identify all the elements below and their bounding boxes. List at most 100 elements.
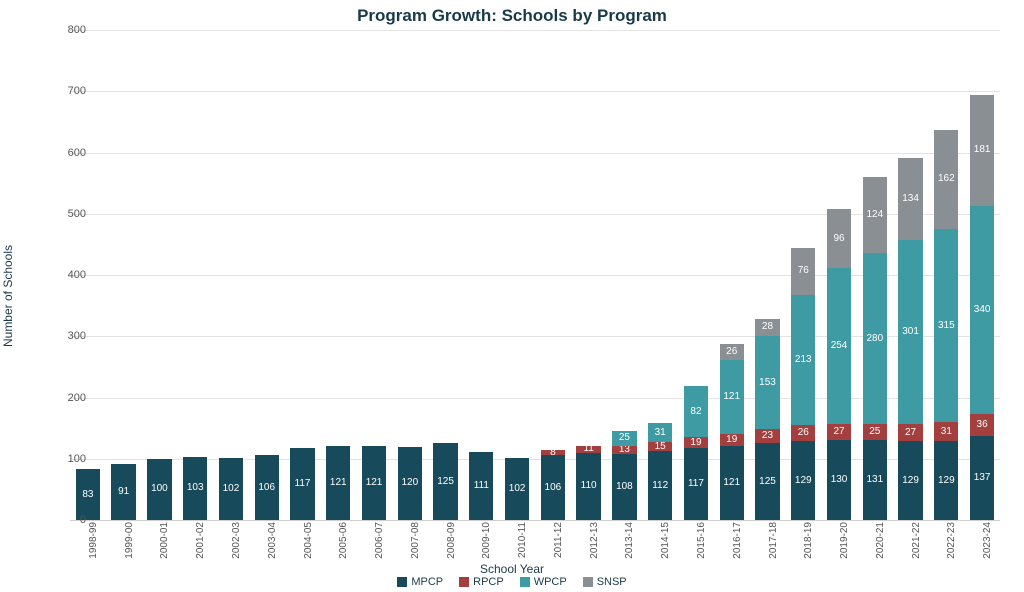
y-tick-label: 800 [36,24,86,36]
bar-segment-rpcp [898,424,922,441]
legend-item-snsp: SNSP [583,576,627,588]
y-tick-label: 0 [36,514,86,526]
bar-group: 117 [290,448,314,520]
bar-segment-rpcp [541,450,565,455]
bar-segment-rpcp [970,414,994,436]
bar-segment-snsp [720,344,744,360]
gridline [70,91,1000,92]
bar-segment-mpcp [469,452,493,520]
legend-label: SNSP [597,576,627,588]
bar-segment-mpcp [398,447,422,521]
bar-group: 12927301134 [898,158,922,520]
bar-group: 111 [469,452,493,520]
legend-swatch [583,577,593,587]
bar-segment-mpcp [720,446,744,520]
bar-segment-mpcp [183,457,207,520]
bar-group: 91 [111,464,135,520]
plot-area: 8391100103102106117121121120125111102106… [70,30,1000,521]
y-tick-label: 100 [36,453,86,465]
bar-group: 121 [362,446,386,520]
bar-segment-mpcp [290,448,314,520]
bar-segment-rpcp [684,437,708,449]
bar-segment-mpcp [612,454,636,520]
bar-segment-rpcp [612,446,636,454]
bar-segment-mpcp [111,464,135,520]
y-tick-label: 700 [36,85,86,97]
chart-title: Program Growth: Schools by Program [0,6,1024,26]
bar-group: 1081325 [612,431,636,520]
legend: MPCP RPCP WPCP SNSP [0,576,1024,588]
bar-segment-wpcp [934,229,958,422]
bar-segment-snsp [898,158,922,240]
bar-segment-wpcp [863,253,887,425]
gridline [70,153,1000,154]
bar-segment-mpcp [76,469,100,520]
bar-segment-wpcp [827,268,851,424]
bar-segment-wpcp [648,423,672,442]
bar-segment-mpcp [827,440,851,520]
legend-item-wpcp: WPCP [520,576,567,588]
bar-segment-mpcp [648,451,672,520]
bar-segment-mpcp [255,455,279,520]
y-axis-title: Number of Schools [1,245,15,347]
legend-item-mpcp: MPCP [397,576,443,588]
bar-segment-mpcp [541,455,565,520]
bar-segment-wpcp [970,206,994,414]
bar-group: 102 [505,458,529,520]
bar-segment-snsp [863,177,887,253]
bar-segment-mpcp [934,441,958,520]
bar-group: 1068 [541,450,565,520]
bar-group: 1121531 [648,423,672,520]
gridline [70,336,1000,337]
legend-item-rpcp: RPCP [459,576,504,588]
bar-segment-mpcp [147,459,171,520]
bar-segment-mpcp [755,443,779,520]
bar-segment-snsp [970,95,994,206]
bar-segment-rpcp [648,442,672,451]
bar-segment-rpcp [720,434,744,446]
bar-group: 13125280124 [863,177,887,520]
bar-segment-mpcp [576,453,600,520]
bar-segment-mpcp [791,441,815,520]
y-tick-label: 400 [36,269,86,281]
bar-segment-rpcp [863,424,887,439]
bar-segment-mpcp [433,443,457,520]
bar-group: 106 [255,455,279,520]
y-tick-label: 200 [36,392,86,404]
legend-swatch [397,577,407,587]
bar-group: 83 [76,469,100,520]
bar-segment-wpcp [612,431,636,446]
bar-segment-mpcp [362,446,386,520]
gridline [70,214,1000,215]
bar-group: 1171982 [684,386,708,520]
legend-label: WPCP [534,576,567,588]
bar-segment-rpcp [791,425,815,441]
legend-label: RPCP [473,576,504,588]
bar-group: 103 [183,457,207,520]
bar-segment-rpcp [755,429,779,443]
bar-segment-wpcp [898,240,922,424]
bar-group: 120 [398,447,422,521]
bar-segment-rpcp [827,424,851,441]
legend-label: MPCP [411,576,443,588]
bar-segment-snsp [827,209,851,268]
bar-segment-mpcp [219,458,243,520]
y-tick-label: 600 [36,147,86,159]
bar-segment-snsp [934,130,958,229]
bar-segment-snsp [791,248,815,295]
gridline [70,30,1000,31]
bar-segment-rpcp [576,446,600,453]
bar-group: 100 [147,459,171,520]
bar-group: 1211912126 [720,344,744,520]
bar-group: 13736340181 [970,95,994,520]
legend-swatch [459,577,469,587]
legend-swatch [520,577,530,587]
bar-segment-wpcp [791,295,815,425]
bar-segment-mpcp [684,448,708,520]
bar-group: 11011 [576,446,600,520]
gridline [70,275,1000,276]
bar-segment-snsp [755,319,779,336]
bar-group: 12931315162 [934,130,958,520]
y-tick-label: 300 [36,330,86,342]
bar-segment-mpcp [863,440,887,520]
